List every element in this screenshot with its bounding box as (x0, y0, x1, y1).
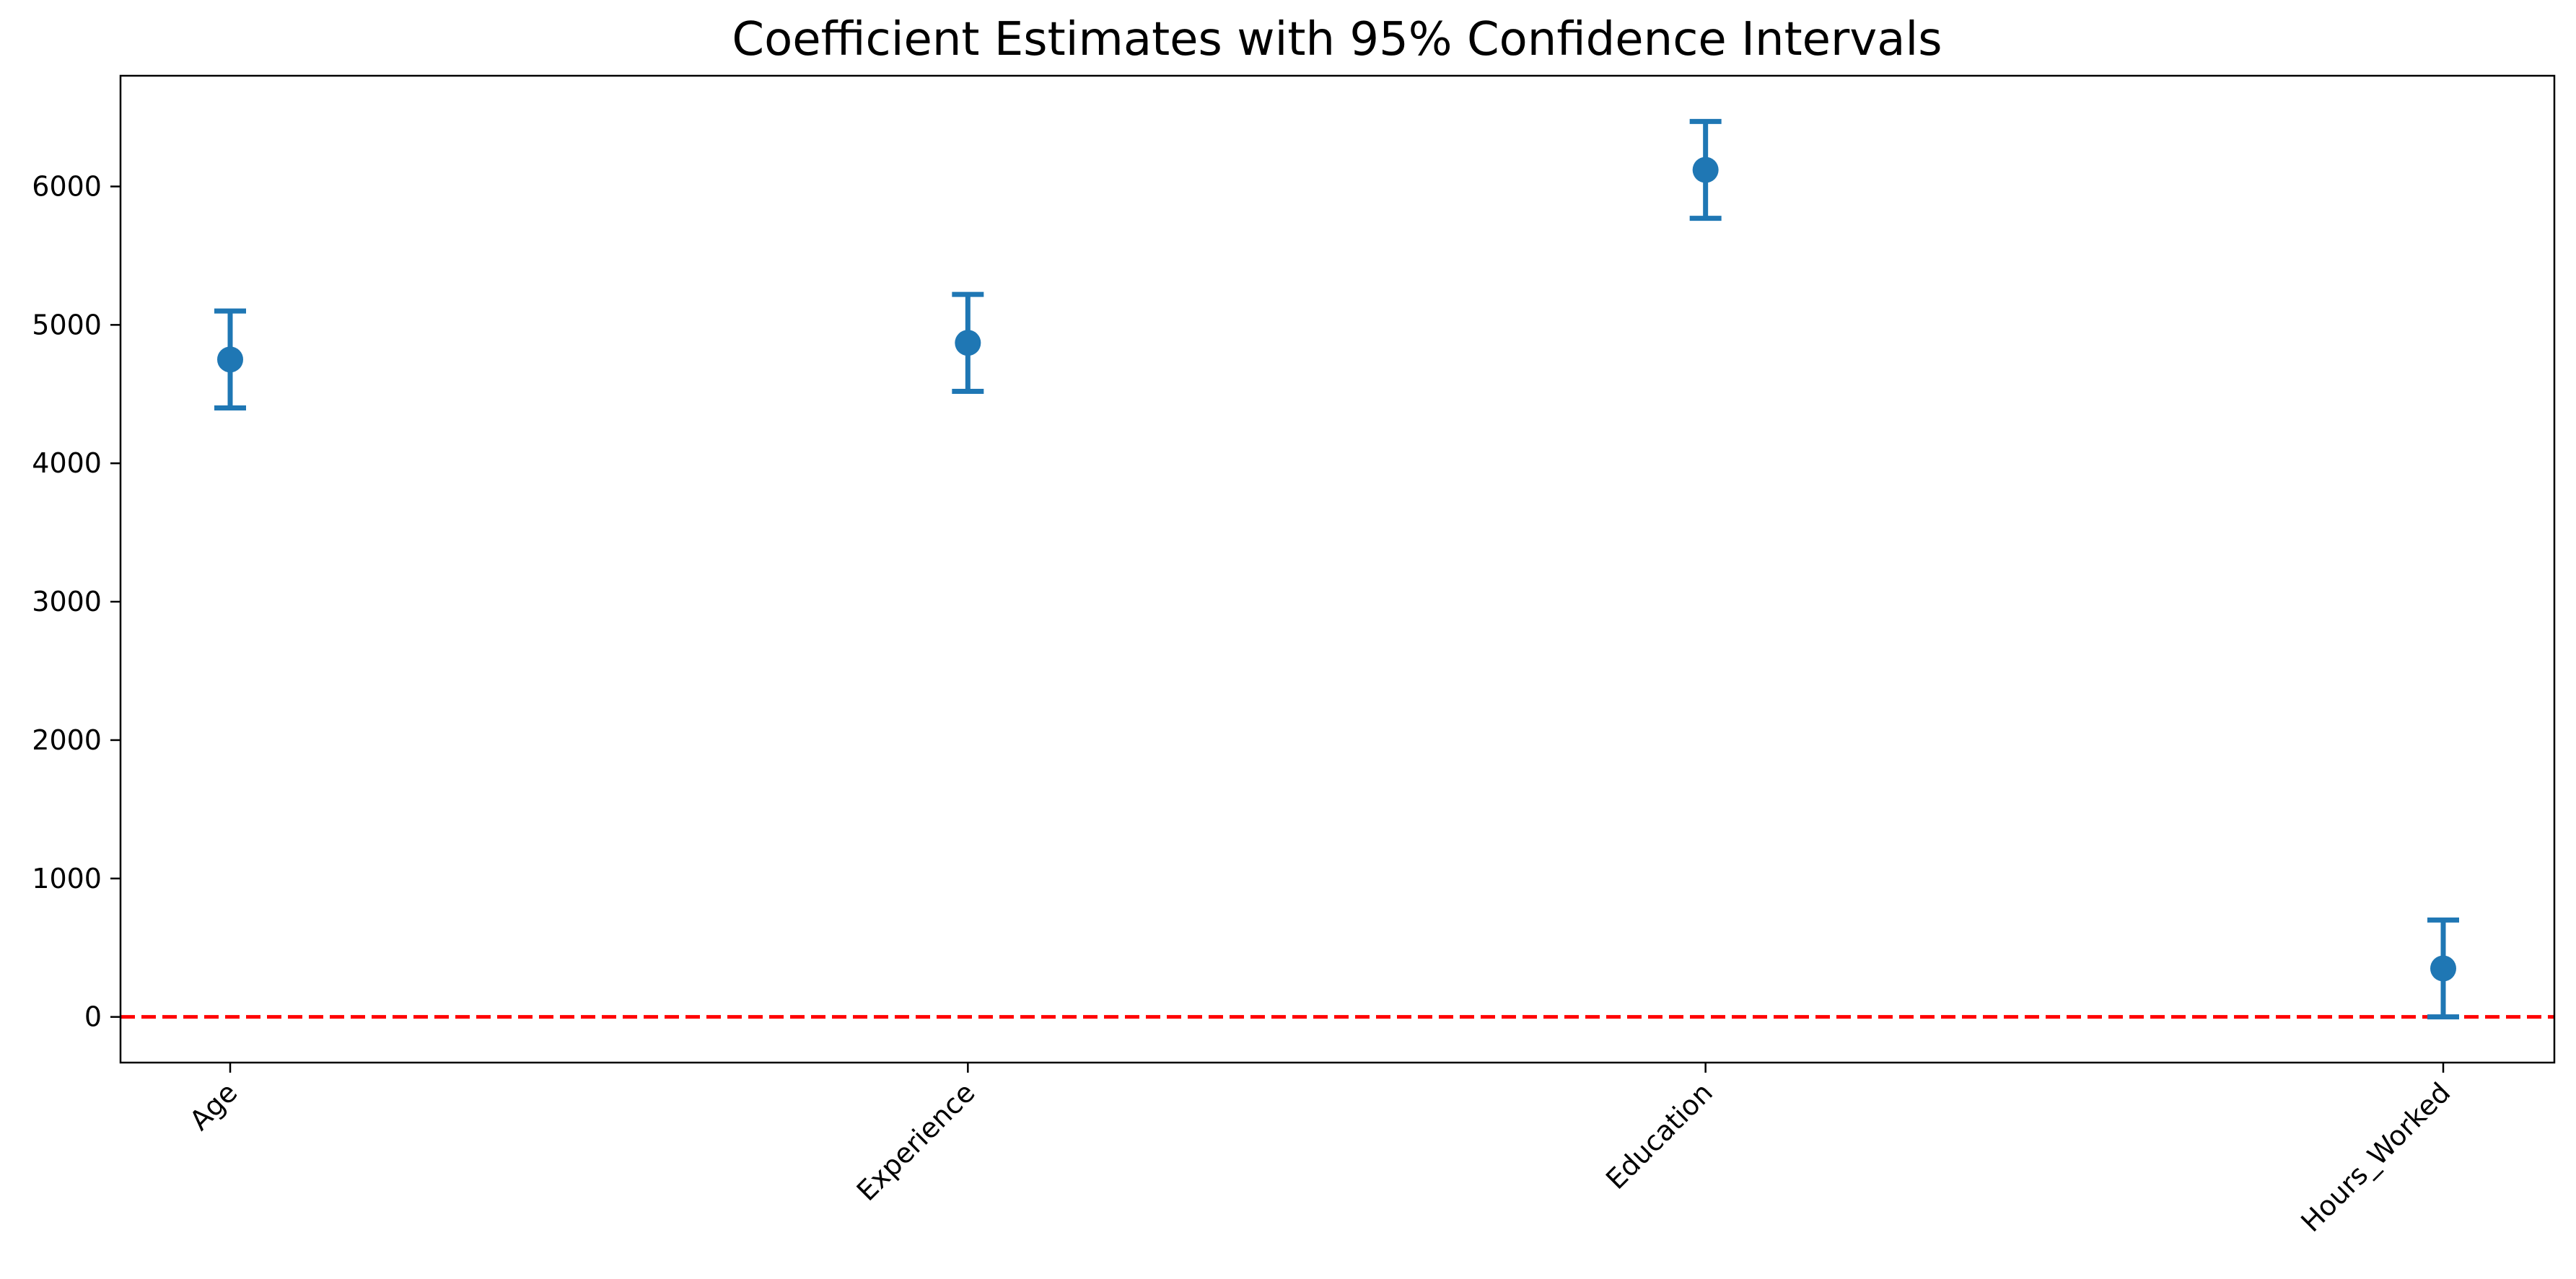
estimate-point-age (217, 346, 243, 373)
x-tick-label-education: Education (1600, 1076, 1719, 1195)
axes-frame (119, 74, 2556, 1064)
x-tick-label-age: Age (183, 1076, 243, 1136)
estimate-point-education (1692, 157, 1719, 183)
estimate-point-experience (955, 330, 981, 356)
y-tick-label: 0 (84, 1001, 102, 1033)
y-tick-label: 6000 (32, 170, 102, 202)
estimate-point-hours_worked (2430, 955, 2456, 982)
y-tick-label: 5000 (32, 309, 102, 340)
y-tick-label: 3000 (32, 586, 102, 617)
y-tick-label: 2000 (32, 724, 102, 756)
x-tick-label-hours_worked: Hours_Worked (2295, 1076, 2456, 1238)
x-tick-label-experience: Experience (851, 1076, 981, 1207)
chart-title: Coefficient Estimates with 95% Confidenc… (732, 13, 1942, 66)
y-tick-label: 1000 (32, 863, 102, 895)
y-tick-label: 4000 (32, 447, 102, 479)
plot-area: 0 1000 2000 3000 4000 5000 6000 Age Experience Ed… (32, 74, 2556, 1238)
